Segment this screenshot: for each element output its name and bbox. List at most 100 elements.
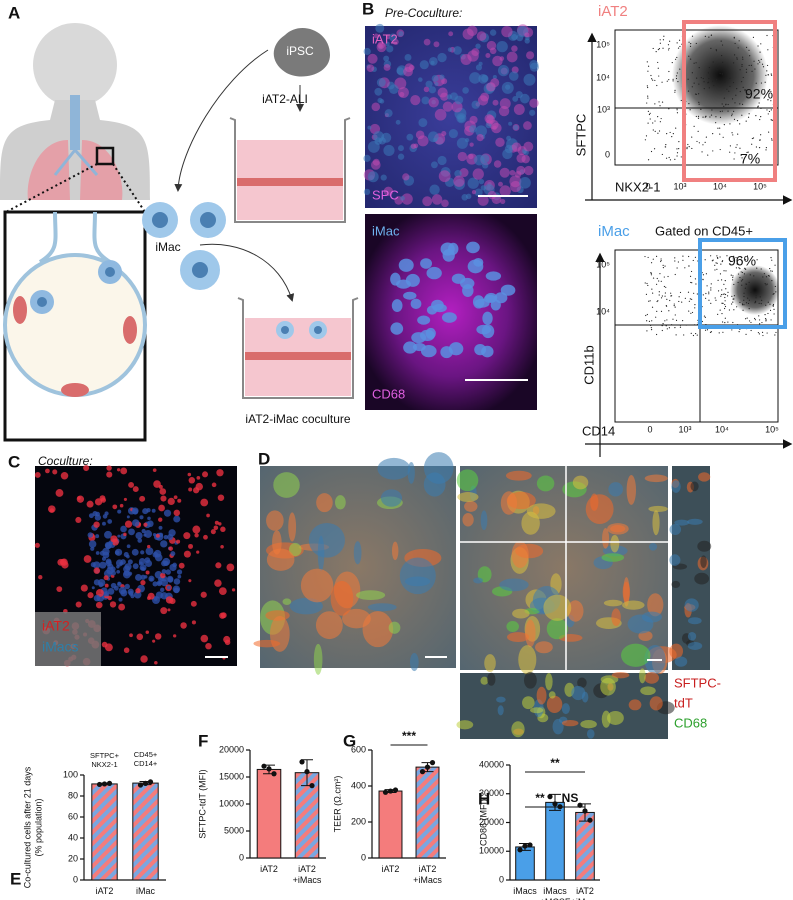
event-dot — [770, 74, 773, 76]
cell-texture — [430, 60, 435, 65]
cell-texture — [417, 315, 431, 325]
event-dot — [732, 134, 734, 136]
cell-texture — [214, 520, 219, 525]
event-dot — [740, 280, 743, 282]
event-dot — [710, 255, 712, 257]
gate — [682, 20, 777, 182]
event-dot — [670, 292, 672, 294]
cell-texture — [104, 583, 109, 588]
event-dot — [741, 114, 743, 116]
cell-texture — [90, 546, 95, 551]
cell-texture — [506, 621, 519, 632]
cell-texture — [522, 696, 535, 710]
cell-texture — [99, 561, 107, 569]
event-dot — [705, 292, 707, 295]
cell-texture — [397, 145, 404, 152]
cell-texture — [428, 86, 436, 94]
event-dot — [729, 85, 731, 87]
cell-texture — [431, 75, 439, 82]
cell-texture — [110, 570, 116, 576]
event-dot — [694, 278, 697, 280]
cell-texture — [521, 511, 540, 535]
cell-texture — [525, 619, 536, 648]
event-dot — [645, 135, 648, 137]
cell-texture — [586, 729, 595, 739]
event-dot — [746, 255, 749, 257]
cell-texture — [117, 581, 121, 586]
event-dot — [723, 123, 725, 126]
event-dot — [663, 35, 665, 37]
event-dot — [690, 281, 692, 284]
cell-texture — [206, 513, 210, 518]
cell-texture — [180, 622, 187, 629]
event-dot — [715, 262, 717, 264]
event-dot — [724, 280, 726, 282]
cell-texture — [123, 647, 130, 654]
cell-texture — [140, 580, 146, 586]
event-dot — [644, 139, 647, 141]
event-dot — [757, 45, 759, 47]
cell-texture — [515, 91, 523, 99]
event-dot — [667, 44, 670, 46]
event-dot — [727, 110, 729, 112]
cell-texture — [168, 546, 173, 551]
panel-label: G — [343, 731, 356, 750]
cell-texture — [176, 569, 183, 575]
cell-texture — [420, 258, 433, 269]
event-dot — [655, 316, 657, 318]
event-dot — [742, 76, 744, 79]
event-dot — [687, 90, 690, 92]
cell-texture — [466, 241, 480, 254]
event-dot — [680, 99, 682, 102]
cell-texture — [165, 569, 171, 575]
y-tick-label: 40 — [68, 832, 78, 842]
event-dot — [720, 40, 722, 42]
event-dot — [663, 276, 665, 278]
event-dot — [677, 81, 679, 83]
event-dot — [736, 58, 738, 60]
x-tick-line: iAT2 — [96, 886, 114, 896]
event-dot — [678, 148, 680, 150]
event-dot — [651, 288, 653, 290]
event-dot — [659, 39, 661, 41]
cell-texture — [464, 137, 470, 143]
event-dot — [698, 142, 700, 144]
y-tick-label: 10000 — [479, 846, 504, 856]
cell-texture — [485, 292, 498, 303]
event-dot — [644, 282, 646, 284]
cell-texture — [509, 169, 516, 176]
y-tick-label: 80 — [68, 790, 78, 800]
event-dot — [674, 257, 676, 259]
event-dot — [668, 327, 671, 329]
event-dot — [675, 127, 677, 129]
cell-texture — [388, 621, 401, 634]
cell-texture — [621, 643, 651, 667]
event-dot — [754, 317, 756, 320]
cell-texture — [413, 143, 419, 149]
event-dot — [742, 58, 744, 60]
y-tick-label: 0 — [239, 852, 244, 862]
event-dot — [647, 122, 649, 124]
event-dot — [725, 288, 727, 290]
cell-texture — [423, 452, 454, 484]
event-dot — [762, 276, 764, 278]
event-dot — [703, 81, 705, 83]
cell-texture — [377, 41, 385, 49]
event-dot — [663, 285, 665, 288]
event-dot — [765, 304, 767, 306]
cell-texture — [481, 345, 494, 358]
cell-texture — [468, 153, 474, 160]
bar — [132, 782, 159, 881]
cell-texture — [374, 87, 383, 96]
event-dot — [742, 309, 744, 311]
event-dot — [733, 158, 735, 160]
event-dot — [710, 289, 712, 291]
event-dot — [669, 159, 672, 161]
cell-texture — [203, 534, 208, 540]
event-dot — [753, 60, 755, 62]
cell-texture — [501, 81, 514, 94]
event-dot — [650, 274, 653, 276]
event-dot — [672, 318, 674, 320]
cell-texture — [420, 345, 437, 358]
panel-label: C — [8, 452, 20, 471]
